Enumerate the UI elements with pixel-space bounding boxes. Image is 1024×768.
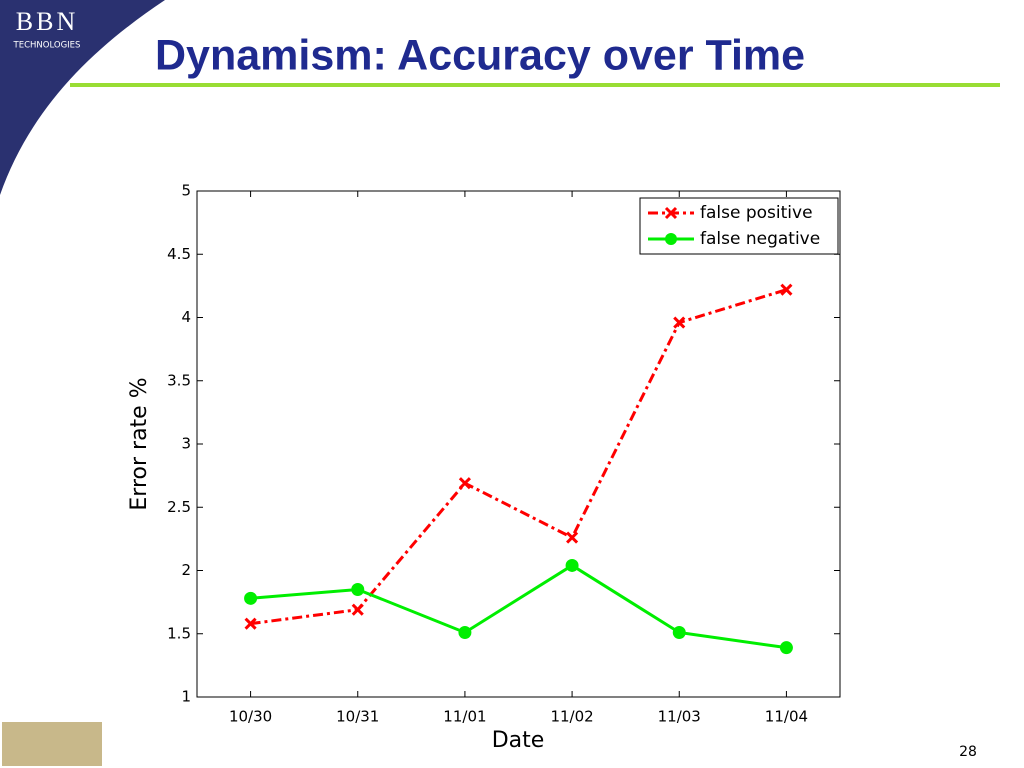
y-tick-label: 2.5 <box>167 498 191 516</box>
logo-swoosh <box>0 0 165 195</box>
y-tick-label: 1.5 <box>167 624 191 642</box>
point <box>244 617 257 630</box>
series-line <box>250 288 787 626</box>
point <box>458 477 471 490</box>
x-tick-label: 11/01 <box>443 708 486 726</box>
y-tick-label: 2 <box>181 561 191 579</box>
logo-subtitle: TECHNOLOGIES <box>13 41 81 51</box>
point <box>351 603 364 616</box>
point <box>458 625 472 639</box>
point <box>673 316 686 329</box>
y-tick-label: 1 <box>181 688 191 706</box>
legend-label: false negative <box>700 229 820 249</box>
plot-frame <box>196 190 841 698</box>
x-tick-label: 10/30 <box>229 708 272 726</box>
page-number: 28 <box>959 744 977 760</box>
legend-marker <box>664 206 678 220</box>
point <box>566 531 579 544</box>
legend-label: false positive <box>700 203 813 223</box>
slide-title: Dynamism: Accuracy over Time <box>155 31 805 79</box>
legend-box <box>639 197 839 255</box>
legend-marker <box>665 233 677 245</box>
x-tick-label: 11/02 <box>550 708 593 726</box>
y-tick-label: 4 <box>181 308 191 326</box>
logo: BBN <box>16 7 78 36</box>
point <box>351 582 365 596</box>
point <box>244 591 258 605</box>
x-tick-label: 10/31 <box>336 708 379 726</box>
x-tick-label: 11/04 <box>765 708 808 726</box>
point <box>779 641 793 655</box>
point <box>780 283 793 296</box>
y-tick-label: 5 <box>181 182 191 200</box>
point <box>565 558 579 572</box>
point <box>672 625 686 639</box>
y-tick-label: 3.5 <box>167 371 191 389</box>
y-tick-label: 3 <box>181 435 191 453</box>
footer-logo <box>2 722 102 766</box>
x-axis-label: Date <box>492 728 545 753</box>
y-axis-label: Error rate % <box>127 377 152 510</box>
y-tick-label: 4.5 <box>167 245 191 263</box>
series-line <box>250 563 787 650</box>
x-tick-label: 11/03 <box>658 708 701 726</box>
